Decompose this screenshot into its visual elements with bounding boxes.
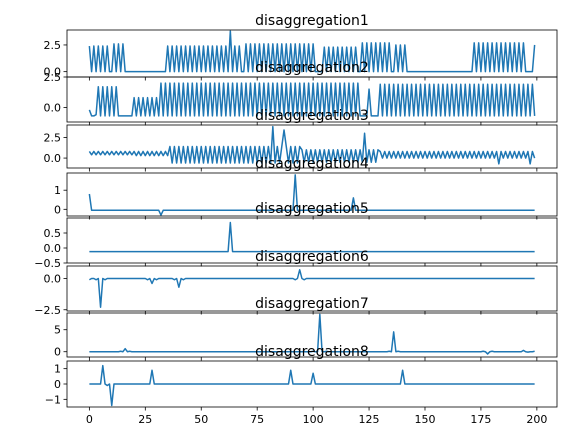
x-tick-label: 0 <box>86 413 93 426</box>
series-line <box>89 313 535 355</box>
x-tick-label: 200 <box>526 413 547 426</box>
series-line <box>88 30 536 73</box>
panel-3: 0.0 2.5 <box>44 124 558 172</box>
y-tick-label: 2.5 <box>44 71 62 84</box>
series-line <box>88 125 536 165</box>
axes-frame <box>66 312 558 358</box>
series-line <box>88 82 536 117</box>
x-tick-label: 100 <box>303 413 324 426</box>
panel-4: 01 <box>54 172 558 220</box>
panel-title: disaggregation1 <box>255 13 369 29</box>
y-tick-label: 2.5 <box>44 39 62 52</box>
panel-8: −1 0 1 0 25 50 75 100 125 150 175 200 <box>45 360 558 426</box>
x-tick-label: 25 <box>138 413 152 426</box>
panel-7: 05 <box>54 312 558 361</box>
series-line <box>88 174 535 216</box>
axes-frame <box>66 172 558 217</box>
y-tick-label: 1 <box>54 363 61 376</box>
axes-frame <box>66 265 558 312</box>
series-line <box>89 269 535 308</box>
y-tick-label: 0.0 <box>44 66 62 79</box>
y-tick-label: 0.0 <box>44 242 62 255</box>
y-tick-label: 5 <box>54 324 61 337</box>
y-tick-label: 0 <box>54 346 61 359</box>
x-tick-label: 50 <box>194 413 208 426</box>
series-line <box>89 221 535 253</box>
y-tick-label: 0 <box>54 203 61 216</box>
x-tick-label: 175 <box>470 413 491 426</box>
x-tick-label: 75 <box>250 413 264 426</box>
panel-6: −2.5 0.0 <box>34 265 558 317</box>
y-tick-label: −1 <box>45 393 61 406</box>
y-tick-label: 0.0 <box>44 152 62 165</box>
panel-title: disaggregation5 <box>255 201 369 217</box>
y-tick-label: −0.5 <box>34 257 61 270</box>
series-line <box>89 364 535 407</box>
y-tick-label: 0.5 <box>44 227 62 240</box>
axes-frame <box>66 76 558 123</box>
panel-title: disaggregation3 <box>255 108 369 124</box>
y-tick-label: 1 <box>54 184 61 197</box>
x-tick-label: 150 <box>414 413 435 426</box>
y-tick-label: 0.0 <box>44 273 62 286</box>
panel-title: disaggregation7 <box>255 296 369 312</box>
axes-frame <box>66 124 558 169</box>
y-tick-label: 2.5 <box>44 131 62 144</box>
y-tick-label: −2.5 <box>34 304 61 317</box>
panel-title: disaggregation6 <box>255 249 369 265</box>
x-tick-label: 125 <box>359 413 380 426</box>
panel-title: disaggregation2 <box>255 60 369 76</box>
y-tick-label: 0.0 <box>44 101 62 114</box>
panel-title: disaggregation4 <box>255 156 369 172</box>
panel-2: 0.0 2.5 <box>44 71 558 126</box>
panel-5: −0.5 0.0 0.5 <box>34 217 558 270</box>
y-tick-label: 0 <box>54 378 61 391</box>
axes-frame <box>66 217 558 264</box>
panel-title: disaggregation8 <box>255 344 369 360</box>
